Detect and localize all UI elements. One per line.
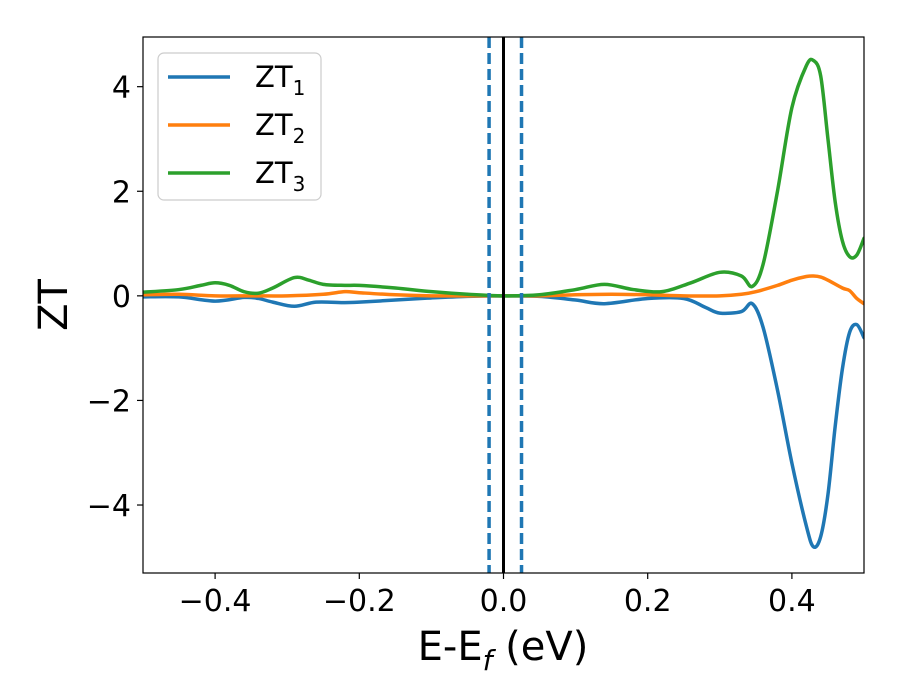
legend-label: ZT3 (255, 156, 305, 196)
y-axis-label: ZT (31, 279, 77, 331)
x-tick-label: −0.4 (179, 584, 252, 619)
x-tick-label: 0.2 (624, 584, 672, 619)
legend-entry-zt2: ZT2 (168, 108, 305, 148)
series-line-zt2 (143, 274, 864, 306)
x-tick-label: −0.2 (323, 584, 396, 619)
x-tick-label: 0.0 (480, 584, 528, 619)
y-tick-label: 4 (112, 71, 131, 106)
x-axis-label-main: E-E (418, 624, 483, 670)
y-tick-label: −4 (87, 489, 131, 524)
series-line-zt1 (143, 294, 864, 550)
y-axis: −4 −2 0 2 4 (87, 71, 143, 524)
reference-lines (487, 37, 524, 573)
legend-label: ZT1 (255, 60, 305, 100)
x-axis: −0.4 −0.2 0.0 0.2 0.4 (179, 573, 816, 619)
y-tick-label: 0 (112, 280, 131, 315)
plot-area (142, 36, 865, 574)
x-axis-label: E-Ef (eV) (418, 624, 589, 677)
legend-box (157, 52, 322, 201)
series-group (143, 57, 864, 550)
legend-entry-zt1: ZT1 (168, 60, 305, 100)
legend: ZT1 ZT2 ZT3 (157, 52, 322, 201)
series-line-zt3 (143, 57, 864, 298)
x-tick-label: 0.4 (768, 584, 816, 619)
y-tick-label: 2 (112, 175, 131, 210)
x-axis-label-tail: (eV) (492, 624, 588, 670)
legend-entry-zt3: ZT3 (168, 156, 305, 196)
legend-label: ZT2 (255, 108, 305, 148)
y-tick-label: −2 (87, 384, 131, 419)
